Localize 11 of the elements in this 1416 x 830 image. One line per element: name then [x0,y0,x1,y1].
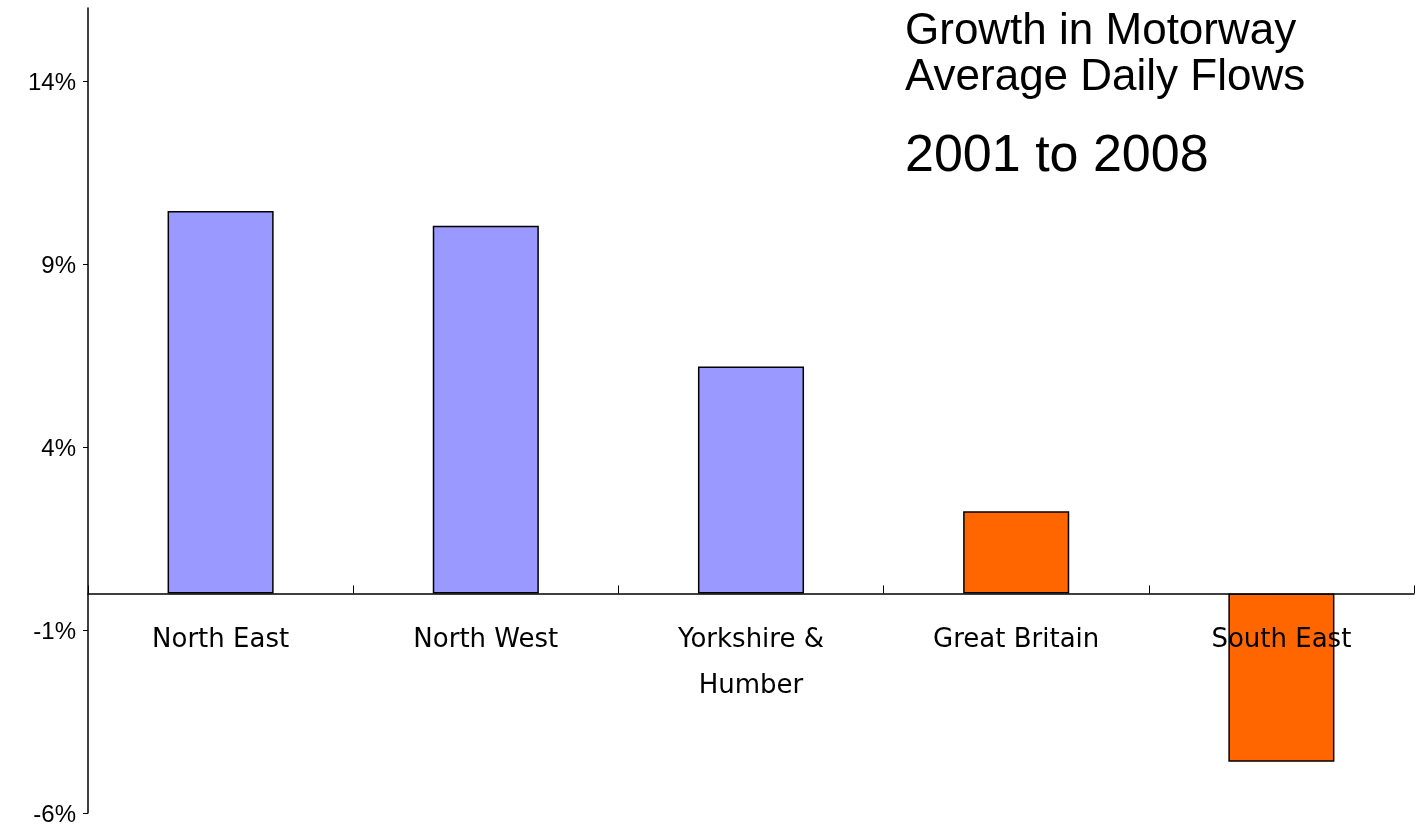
y-tick-label: 4% [41,433,76,461]
y-tick-label: -1% [33,616,76,644]
x-tick-label: Yorkshire & Humber [677,623,824,700]
x-tick-label: North East [152,623,290,654]
x-tick-label: Great Britain [933,623,1100,654]
y-tick-label: 9% [41,250,76,278]
y-tick-label: 14% [27,67,76,95]
chart-title: Growth in Motorway Average Daily Flows [905,3,1306,99]
text: 2001 to 2008 [905,124,1209,182]
x-tick-label: North West [413,623,559,654]
y-tick-label: -6% [33,799,76,827]
